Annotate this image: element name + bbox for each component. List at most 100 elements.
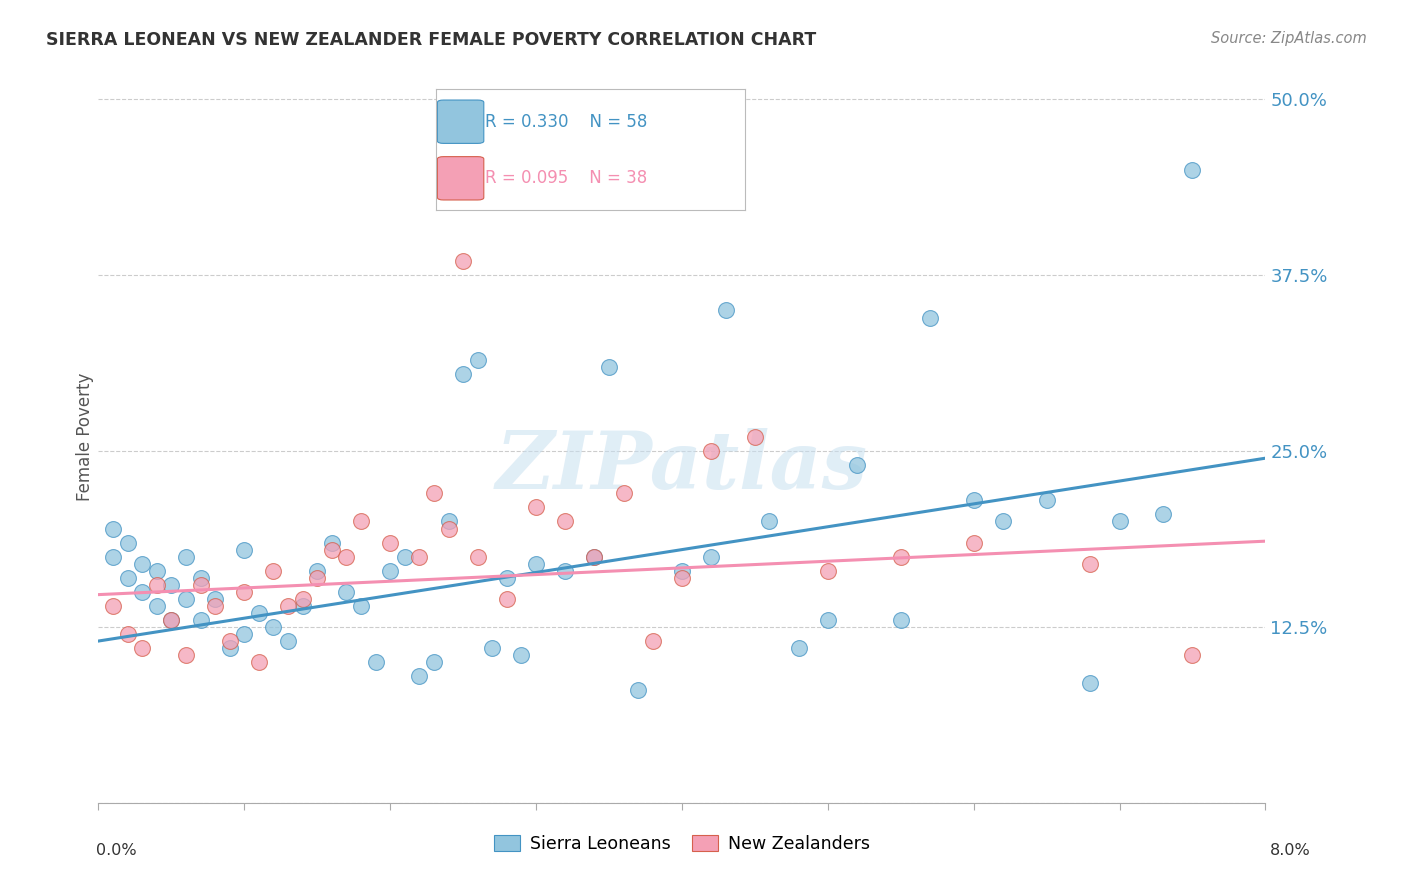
Text: ZIPatlas: ZIPatlas xyxy=(496,427,868,505)
Point xyxy=(918,310,941,325)
Point xyxy=(218,641,240,656)
Point xyxy=(817,564,839,578)
Point xyxy=(423,486,446,500)
Point xyxy=(496,591,519,606)
Point xyxy=(233,627,256,641)
Point xyxy=(233,542,256,557)
Point xyxy=(101,599,124,613)
Point xyxy=(437,515,460,529)
Point xyxy=(671,571,693,585)
Point xyxy=(408,669,430,683)
Text: 8.0%: 8.0% xyxy=(1270,843,1310,857)
Point xyxy=(262,564,284,578)
Point xyxy=(204,599,226,613)
Point xyxy=(1152,508,1174,522)
Point xyxy=(524,500,547,515)
Point xyxy=(160,578,183,592)
Point xyxy=(991,515,1014,529)
Point xyxy=(218,634,240,648)
Point xyxy=(204,591,226,606)
Text: 0.0%: 0.0% xyxy=(96,843,136,857)
Point xyxy=(583,549,606,564)
Point xyxy=(262,620,284,634)
Point xyxy=(247,606,270,620)
Point xyxy=(364,655,387,669)
Text: Source: ZipAtlas.com: Source: ZipAtlas.com xyxy=(1211,31,1367,46)
Point xyxy=(174,549,197,564)
Point xyxy=(700,549,723,564)
Point xyxy=(451,254,474,268)
Point xyxy=(321,542,343,557)
Point xyxy=(1080,676,1102,690)
FancyBboxPatch shape xyxy=(437,157,484,200)
Point xyxy=(554,564,576,578)
Point xyxy=(291,599,314,613)
Point xyxy=(307,564,329,578)
Text: R = 0.330    N = 58: R = 0.330 N = 58 xyxy=(485,112,648,131)
Point xyxy=(101,549,124,564)
Point xyxy=(190,571,212,585)
Y-axis label: Female Poverty: Female Poverty xyxy=(76,373,94,501)
Point xyxy=(160,613,183,627)
Point xyxy=(890,549,912,564)
Point xyxy=(437,521,460,535)
Point xyxy=(496,571,519,585)
Point xyxy=(714,303,737,318)
Point xyxy=(321,535,343,549)
Point xyxy=(117,627,139,641)
Point xyxy=(277,634,299,648)
Point xyxy=(671,564,693,578)
Point xyxy=(117,571,139,585)
Point xyxy=(583,549,606,564)
Point xyxy=(1080,557,1102,571)
Point xyxy=(335,584,357,599)
Point xyxy=(467,352,489,367)
Point xyxy=(1108,515,1130,529)
Point xyxy=(131,584,153,599)
Point xyxy=(146,578,169,592)
Point xyxy=(380,564,402,578)
Point xyxy=(1181,162,1204,177)
Point xyxy=(1035,493,1057,508)
Point xyxy=(481,641,503,656)
Point xyxy=(335,549,357,564)
Point xyxy=(612,486,634,500)
Legend: Sierra Leoneans, New Zealanders: Sierra Leoneans, New Zealanders xyxy=(486,828,877,860)
Point xyxy=(554,515,576,529)
Point xyxy=(117,535,139,549)
Text: SIERRA LEONEAN VS NEW ZEALANDER FEMALE POVERTY CORRELATION CHART: SIERRA LEONEAN VS NEW ZEALANDER FEMALE P… xyxy=(46,31,817,49)
Point xyxy=(744,430,766,444)
Point xyxy=(277,599,299,613)
Point xyxy=(350,515,373,529)
Point xyxy=(394,549,416,564)
Point xyxy=(174,591,197,606)
Point xyxy=(817,613,839,627)
Point xyxy=(146,564,169,578)
Point xyxy=(962,535,984,549)
Point xyxy=(146,599,169,613)
Point xyxy=(962,493,984,508)
Point xyxy=(510,648,533,662)
Point xyxy=(174,648,197,662)
Point xyxy=(467,549,489,564)
Point xyxy=(787,641,810,656)
Point xyxy=(627,683,650,698)
Point xyxy=(291,591,314,606)
Point xyxy=(190,578,212,592)
Point xyxy=(845,458,868,473)
Point xyxy=(700,444,723,458)
Point xyxy=(524,557,547,571)
Point xyxy=(451,367,474,381)
Point xyxy=(190,613,212,627)
Point xyxy=(131,641,153,656)
Point xyxy=(641,634,664,648)
FancyBboxPatch shape xyxy=(437,100,484,144)
Point xyxy=(598,359,620,374)
Point xyxy=(101,521,124,535)
Point xyxy=(307,571,329,585)
Point xyxy=(160,613,183,627)
Point xyxy=(380,535,402,549)
Text: R = 0.095    N = 38: R = 0.095 N = 38 xyxy=(485,169,648,187)
Point xyxy=(350,599,373,613)
Point xyxy=(233,584,256,599)
